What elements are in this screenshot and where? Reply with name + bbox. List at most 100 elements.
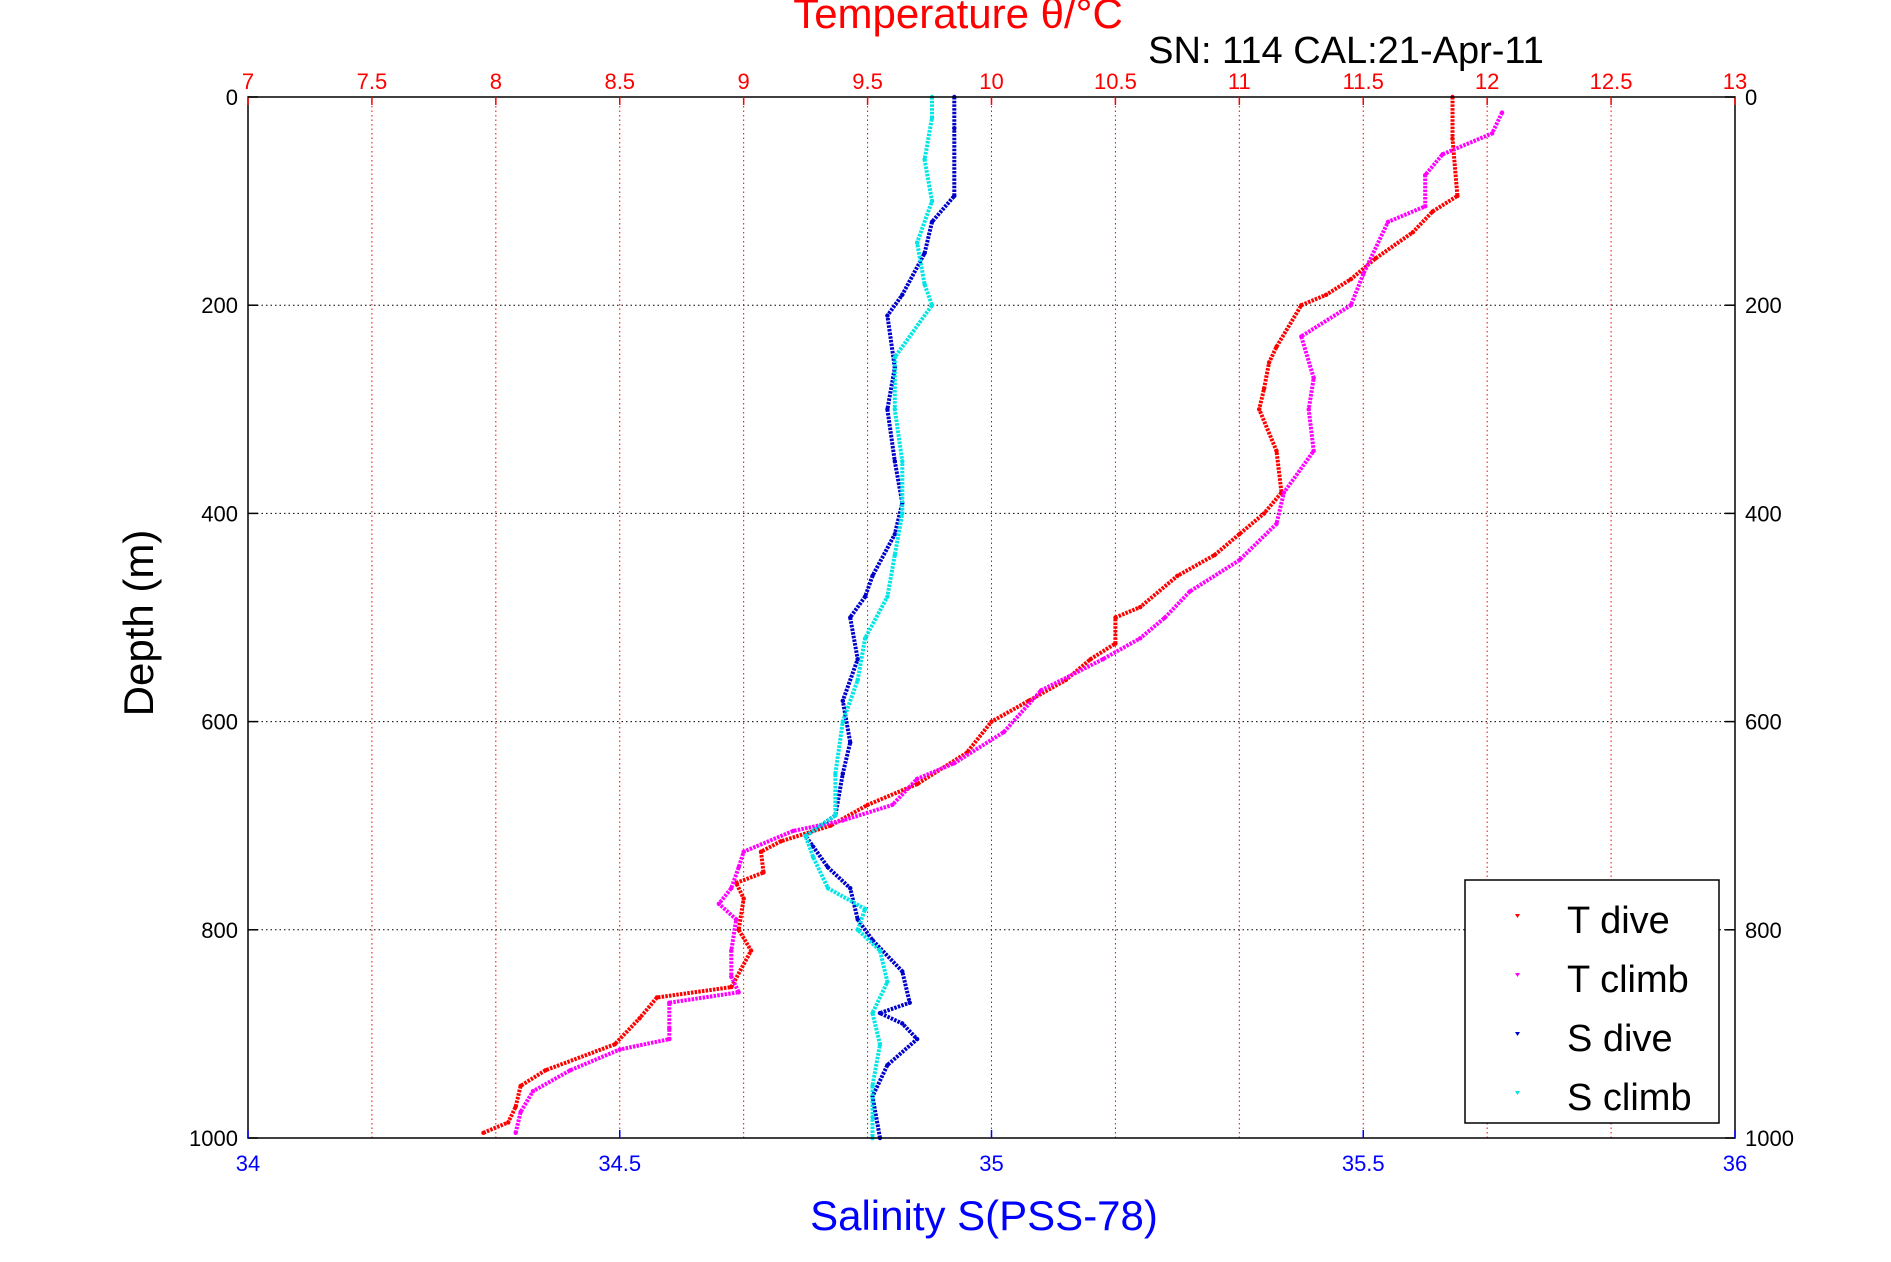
data-point [885,1062,890,1068]
data-series [481,94,1505,1141]
data-point [1423,204,1428,209]
data-point [1113,641,1118,646]
data-point [736,865,741,870]
data-point [1281,490,1287,495]
series-trace [513,111,1504,1134]
data-point [907,1000,912,1005]
data-point [758,849,764,854]
data-point [1423,172,1428,178]
data-point [877,948,883,953]
salinity-tick-label: 36 [1723,1151,1747,1176]
data-point [892,552,898,558]
depth-tick-label-right: 200 [1745,293,1782,318]
data-point [929,219,935,225]
data-point [1274,344,1279,350]
y-axis-label: Depth (m) [115,530,162,717]
data-point [1088,656,1093,662]
temperature-tick-label: 7 [242,69,254,94]
data-point [617,1047,622,1052]
data-point [1038,688,1044,693]
data-point [900,292,905,297]
data-point [848,885,853,891]
data-point [914,781,920,787]
depth-tick-label-left: 200 [201,293,238,318]
data-point [734,917,739,922]
data-point [1489,131,1495,136]
data-point [729,974,734,979]
data-point [667,1000,672,1005]
data-point [1348,303,1354,308]
data-point [900,969,905,974]
data-point [885,594,890,599]
data-point [1361,271,1366,277]
data-point [761,870,766,875]
data-point [865,802,870,808]
data-point [1256,407,1262,412]
data-point [862,906,868,912]
temperature-tick-label: 9.5 [852,69,883,94]
data-point [1299,334,1304,339]
data-point [892,459,898,464]
legend-box [1464,879,1720,1124]
data-point [654,995,660,1000]
series-s-climb [803,94,935,1141]
x-axis-label: Salinity S(PSS-78) [810,1192,1158,1239]
data-point [1430,209,1435,214]
data-point [840,719,845,724]
data-point [929,303,935,308]
temperature-tick-label: 10 [979,69,1003,94]
legend-label: S climb [1567,1077,1692,1119]
salinity-tick-label: 34 [236,1151,260,1176]
data-point [1373,256,1378,261]
data-point [1187,589,1192,594]
data-point [1100,656,1106,662]
data-point [1440,152,1445,157]
depth-tick-label-left: 600 [201,710,238,735]
data-point [855,656,860,662]
temperature-tick-label: 7.5 [357,69,388,94]
series-trace [482,97,1460,1135]
data-point [855,927,860,932]
salinity-tick-label: 34.5 [598,1151,641,1176]
data-point [1311,375,1316,381]
data-point [1306,407,1311,412]
data-point [840,771,845,776]
legend: T dive T climb S dive S climb [1464,879,1720,1124]
data-point [734,880,739,886]
data-point [914,1036,920,1042]
data-point [778,839,784,844]
data-point [1311,448,1316,454]
data-point [840,698,845,703]
depth-tick-label-left: 0 [226,85,238,110]
data-point [833,813,838,818]
data-point [900,511,905,516]
data-point [855,917,860,922]
data-point [518,1109,523,1115]
data-point [900,1021,905,1026]
data-point [1348,276,1354,282]
data-point [833,771,838,776]
data-point [1274,448,1279,454]
legend-label: S dive [1567,1018,1673,1060]
temperature-tick-label: 13 [1723,69,1747,94]
salinity-tick-label: 35 [979,1151,1003,1176]
data-point [810,844,816,849]
data-point [1323,292,1329,297]
data-point [848,740,853,745]
data-point [1261,386,1267,391]
series-s-dive [803,94,957,1141]
data-point [481,1130,486,1135]
data-point [1261,511,1267,516]
temperature-tick-label: 12 [1475,69,1499,94]
legend-marker [1515,1091,1520,1095]
data-point [929,198,935,204]
data-point [862,636,868,641]
data-point [922,250,927,256]
data-point [922,157,927,162]
legend-label: T climb [1567,959,1689,1001]
temperature-tick-label: 11.5 [1343,69,1384,94]
temperature-tick-label: 8 [490,69,502,94]
temperature-tick-label: 11 [1228,69,1251,94]
depth-tick-label-left: 800 [201,918,238,943]
